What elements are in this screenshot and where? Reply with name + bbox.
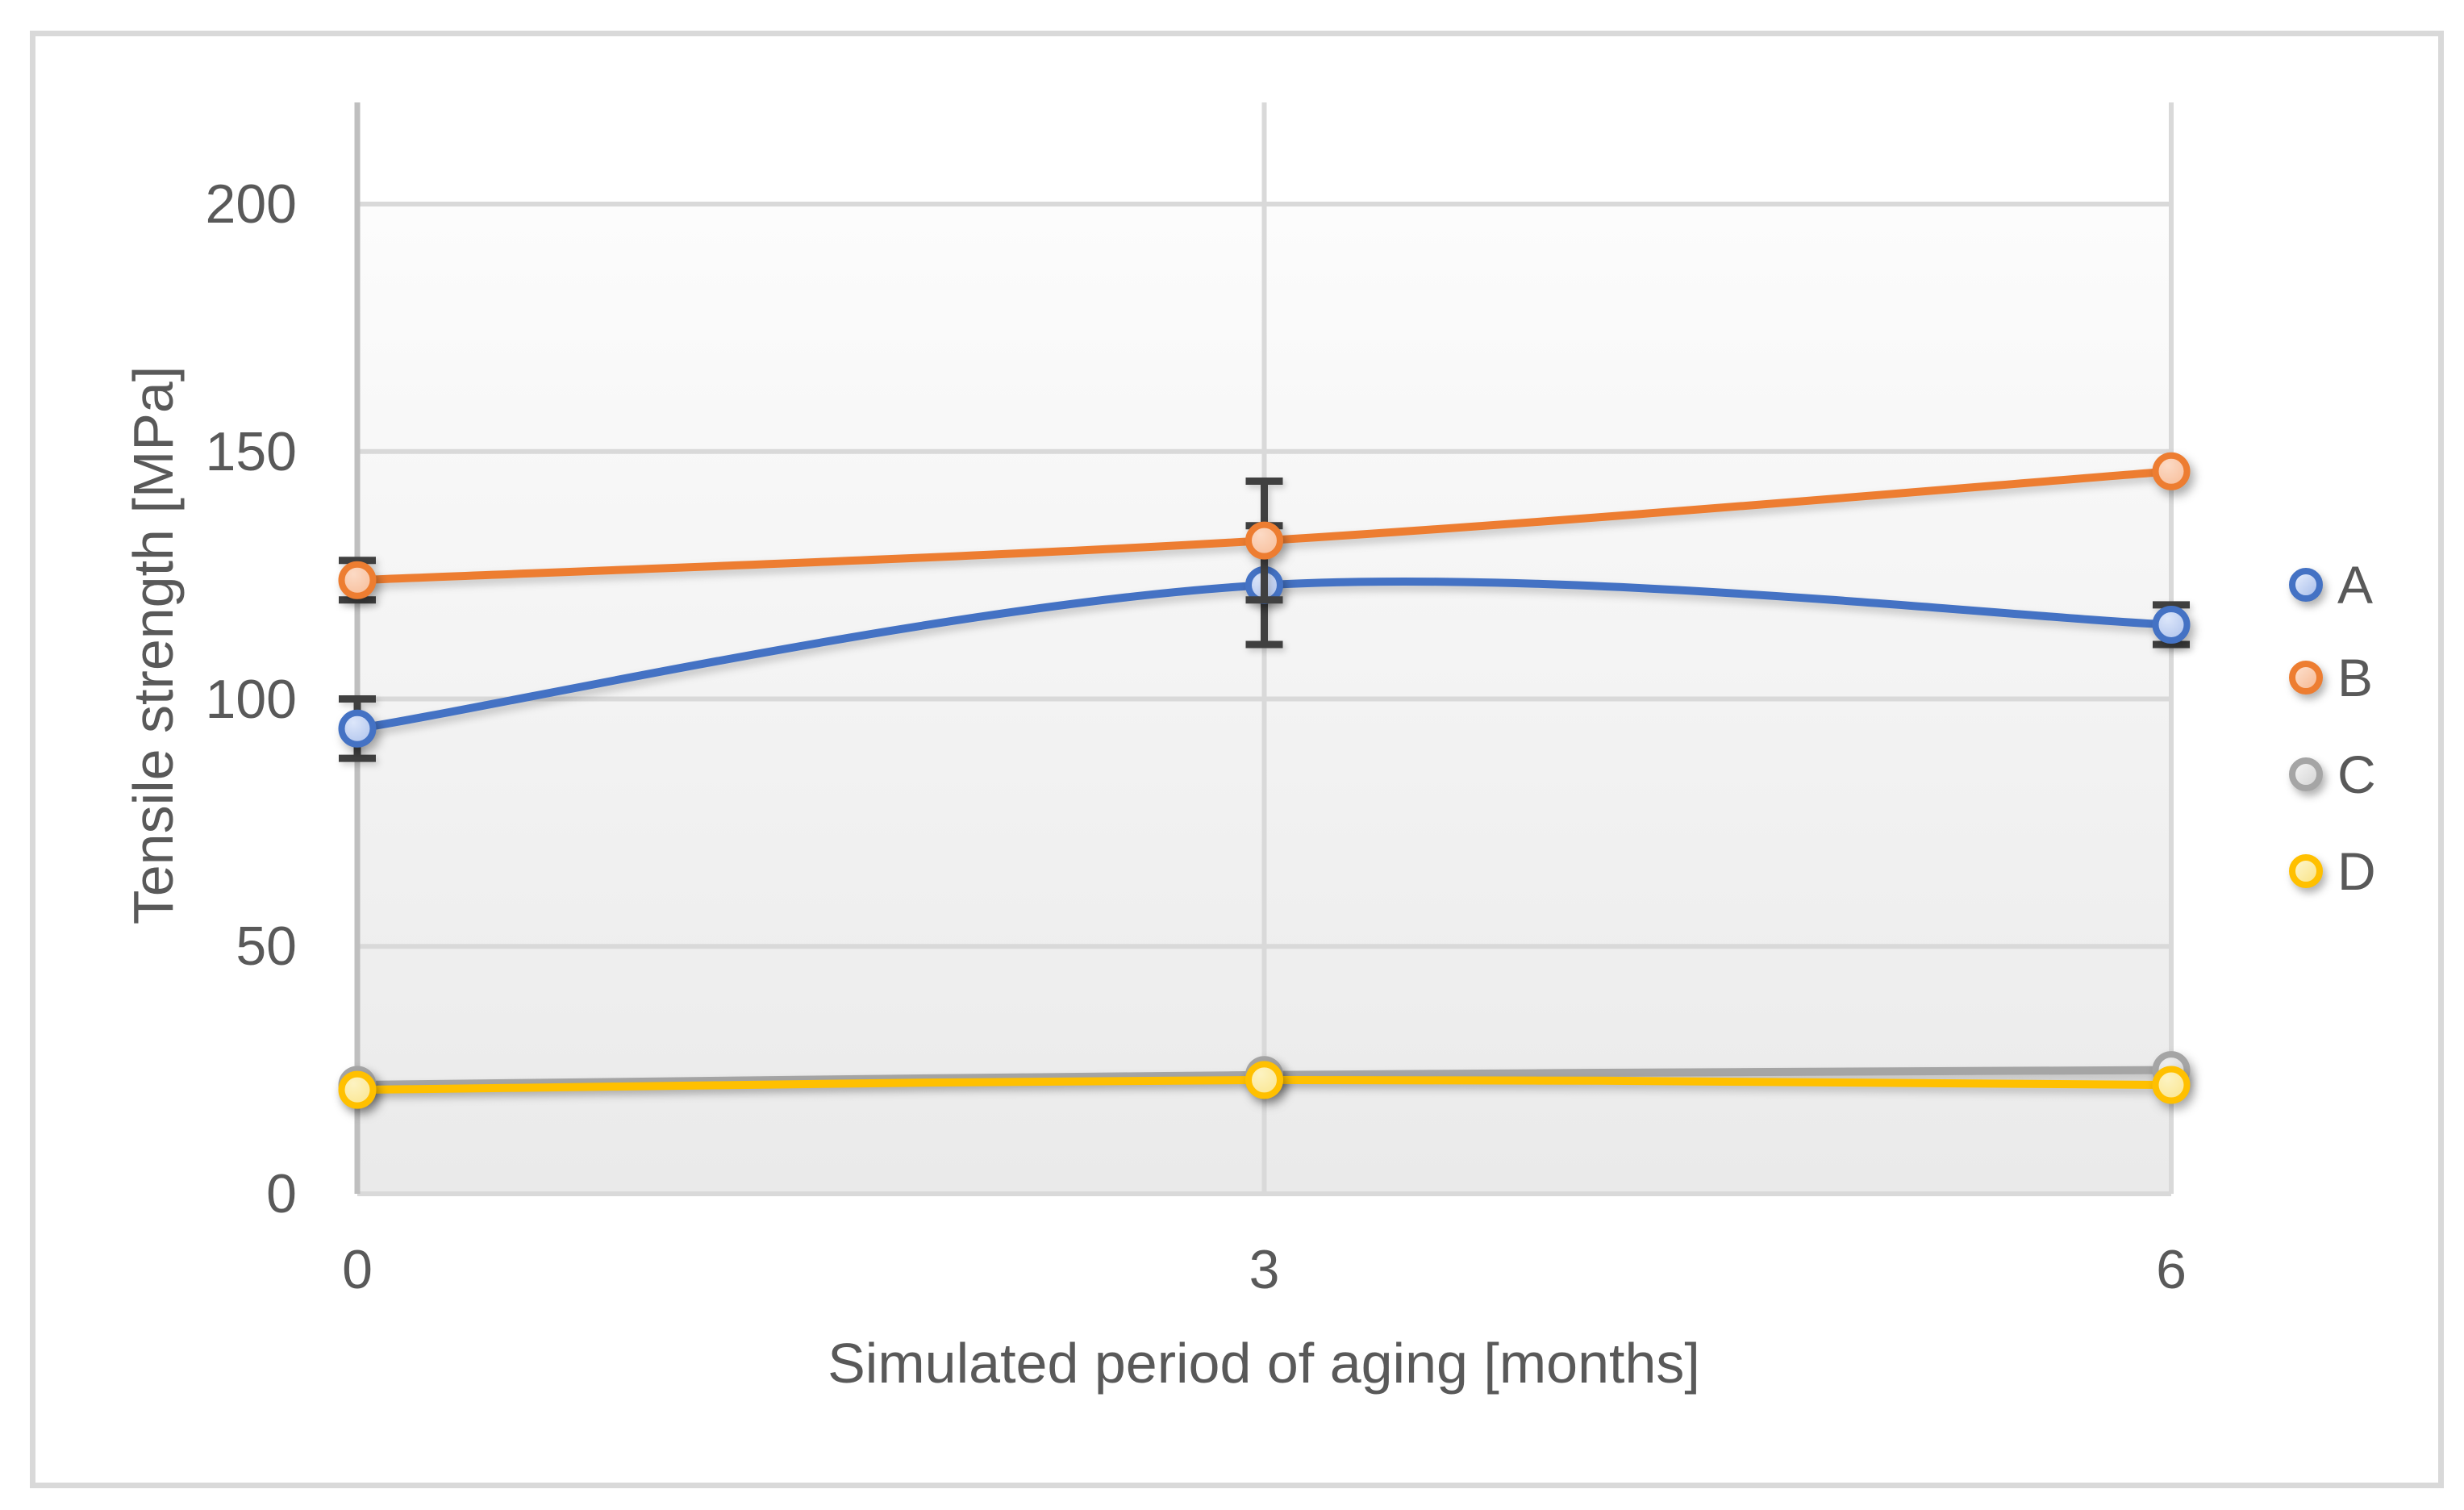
legend-item-A: A — [2289, 555, 2374, 615]
y-tick-label-100: 100 — [205, 668, 297, 730]
legend-item-C: C — [2289, 745, 2376, 804]
legend-item-D: D — [2289, 841, 2376, 901]
y-tick-label-200: 200 — [205, 173, 297, 235]
y-tick-label-0: 0 — [266, 1163, 297, 1224]
legend-marker-C-icon — [2289, 757, 2323, 791]
legend-item-B: B — [2289, 648, 2374, 707]
y-tick-label-150: 150 — [205, 420, 297, 482]
legend-marker-A-icon — [2289, 568, 2323, 602]
legend-label-B: B — [2337, 648, 2374, 707]
data-point-D-3 — [1245, 1061, 1283, 1099]
x-tick-label-6: 6 — [2156, 1239, 2187, 1300]
x-tick-label-0: 0 — [342, 1239, 373, 1300]
legend-label-A: A — [2337, 555, 2374, 615]
y-axis-title: Tensile strength [MPa] — [122, 365, 185, 925]
data-point-A-6 — [2152, 605, 2191, 644]
x-tick-label-3: 3 — [1249, 1239, 1280, 1300]
x-axis-title: Simulated period of aging [months] — [828, 1332, 1700, 1395]
figure-border — [30, 31, 2444, 1488]
data-point-B-0 — [338, 561, 377, 599]
data-point-A-0 — [338, 709, 377, 748]
data-point-D-6 — [2152, 1066, 2191, 1104]
data-point-B-3 — [1245, 521, 1283, 560]
y-tick-label-50: 50 — [236, 916, 297, 978]
legend-label-D: D — [2337, 841, 2376, 901]
legend-marker-D-icon — [2289, 854, 2323, 888]
data-point-B-6 — [2152, 452, 2191, 490]
legend-label-C: C — [2337, 745, 2376, 804]
data-point-D-0 — [338, 1070, 377, 1109]
legend-marker-B-icon — [2289, 661, 2323, 695]
